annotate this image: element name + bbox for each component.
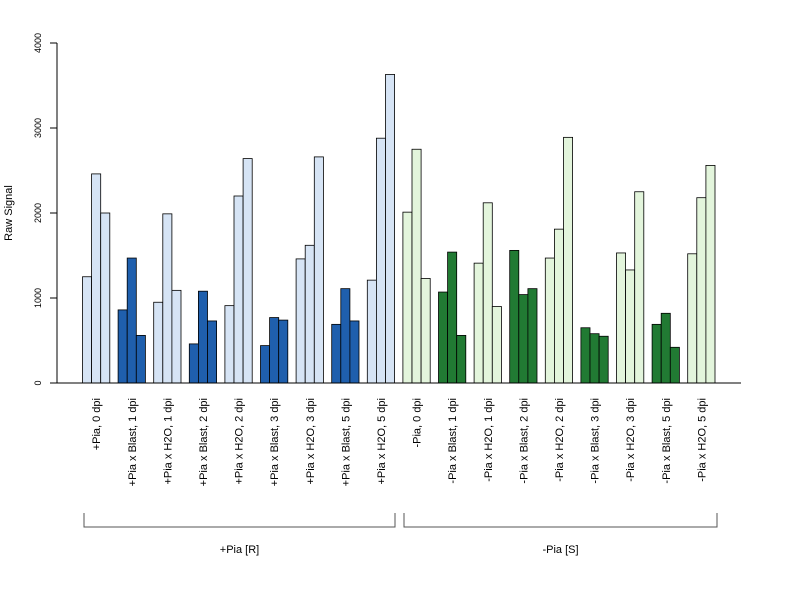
bar [82, 276, 93, 384]
bar [242, 158, 253, 384]
group-bracket [403, 513, 718, 528]
category-label: +Pia x Blast, 5 dpi [340, 398, 352, 486]
bar [295, 258, 306, 384]
bar [580, 327, 591, 384]
bar [589, 333, 600, 384]
category-label: -Pia, 0 dpi [412, 398, 424, 448]
bar [126, 257, 137, 384]
y-axis-title: Raw Signal [3, 185, 15, 241]
category-label: +Pia x H2O, 2 dpi [234, 398, 246, 485]
bar [491, 306, 502, 384]
bar [304, 244, 315, 384]
bar [420, 278, 431, 384]
bar [687, 253, 698, 384]
bars-layer [82, 74, 716, 384]
bar [482, 202, 493, 384]
bar [171, 289, 182, 384]
y-tick-label: 3000 [33, 118, 43, 138]
category-label: +Pia x H2O, 1 dpi [162, 398, 174, 485]
bar [598, 335, 609, 384]
category-label: -Pia x H2O, 1 dpi [483, 398, 495, 482]
bar [625, 269, 636, 384]
group-bracket [83, 513, 396, 528]
group-label: -Pia [S] [542, 544, 578, 556]
bar [696, 197, 707, 384]
bar [340, 288, 351, 384]
group-label: +Pia [R] [220, 544, 259, 556]
category-label: +Pia x Blast, 1 dpi [127, 398, 139, 486]
bar [554, 228, 564, 384]
category-label: -Pia x Blast, 2 dpi [518, 398, 530, 484]
bar [544, 257, 555, 384]
bar [100, 212, 111, 384]
bar [634, 191, 645, 384]
category-label: +Pia x H2O, 5 dpi [376, 398, 388, 485]
group-brackets: +Pia [R] -Pia [S] [83, 513, 718, 556]
category-label: -Pia x H2O, 2 dpi [554, 398, 566, 482]
bar [402, 211, 413, 384]
bar [188, 343, 199, 384]
bar [269, 317, 280, 384]
bar [135, 334, 146, 384]
y-tick-label: 0 [33, 380, 43, 385]
bar [705, 164, 716, 384]
bar [162, 213, 173, 384]
category-label: +Pia x Blast, 2 dpi [198, 398, 210, 486]
bar [660, 312, 671, 384]
bar [447, 251, 458, 384]
bar [366, 279, 377, 384]
bar [438, 291, 449, 384]
bar [411, 148, 422, 384]
category-labels: +Pia, 0 dpi +Pia x Blast, 1 dpi +Pia x H2O… [91, 398, 708, 486]
bar [349, 320, 360, 384]
bar [91, 173, 102, 384]
bar [509, 249, 520, 384]
bar [456, 334, 467, 384]
bar [224, 305, 235, 384]
bar [313, 156, 324, 384]
category-label: -Pia x Blast, 3 dpi [590, 398, 602, 484]
bar [153, 301, 164, 384]
bar [207, 320, 218, 384]
bar [669, 346, 680, 384]
bar [278, 319, 289, 384]
category-label: +Pia x Blast, 3 dpi [269, 398, 281, 486]
bar [385, 74, 396, 384]
y-axis: 0 1000 2000 3000 4000 [33, 33, 58, 386]
bar [375, 137, 386, 384]
bar [651, 323, 662, 384]
bar [518, 294, 529, 384]
bar [616, 252, 627, 384]
bar [233, 195, 244, 384]
bar [563, 136, 574, 384]
category-label: +Pia x H2O, 3 dpi [305, 398, 317, 485]
y-tick-label: 1000 [33, 288, 43, 308]
category-label: -Pia x H2O, 5 dpi [696, 398, 708, 482]
bar [197, 290, 208, 384]
category-label: -Pia x Blast, 1 dpi [447, 398, 459, 484]
category-label: -Pia x H2O, 3 dpi [625, 398, 637, 482]
y-tick-label: 4000 [33, 33, 43, 53]
bar [331, 323, 342, 384]
bar [260, 345, 271, 384]
category-label: -Pia x Blast, 5 dpi [661, 398, 673, 484]
bar [527, 288, 538, 384]
category-label: +Pia, 0 dpi [91, 398, 103, 450]
y-tick-label: 2000 [33, 203, 43, 223]
bar [473, 262, 484, 384]
bar [117, 309, 128, 384]
